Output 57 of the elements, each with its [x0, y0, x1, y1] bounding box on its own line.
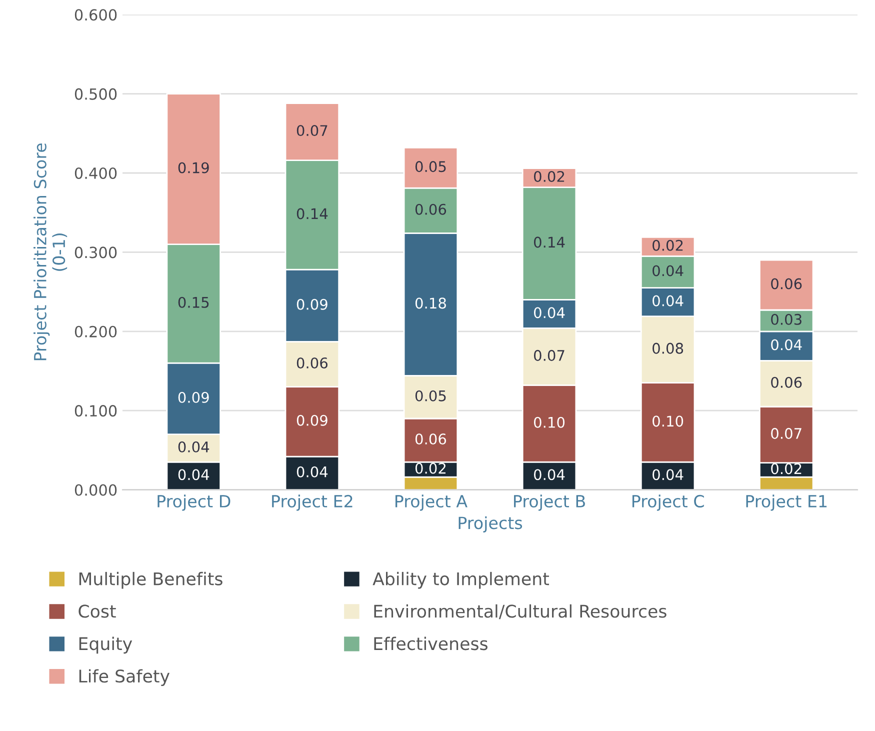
data-label: 0.04 — [178, 469, 210, 480]
data-label: 0.05 — [415, 161, 446, 172]
data-label: 0.07 — [296, 125, 328, 136]
data-label: 0.18 — [415, 298, 446, 309]
data-label: 0.04 — [178, 441, 210, 452]
x-tick-label: Project E1 — [746, 494, 827, 511]
data-label: 0.10 — [534, 416, 565, 428]
data-label: 0.02 — [415, 462, 446, 474]
y-tick-label: 0.500 — [74, 88, 117, 100]
x-tick-label: Project A — [396, 494, 468, 511]
legend-label: Equity — [79, 636, 132, 654]
x-tick-label: Project D — [158, 494, 230, 511]
data-label: 0.04 — [652, 469, 684, 480]
y-tick-label: 0.200 — [74, 326, 117, 338]
data-label: 0.14 — [534, 236, 565, 248]
x-tick-label: Project C — [632, 494, 704, 511]
legend-label: Cost — [78, 604, 116, 618]
data-label: 0.09 — [296, 298, 328, 310]
data-label: 0.06 — [296, 357, 328, 368]
data-label: 0.09 — [178, 392, 209, 403]
data-label: 0.08 — [652, 342, 684, 354]
data-label: 0.05 — [415, 390, 446, 402]
legend-label: Life Safety — [79, 669, 170, 686]
y-tick-label: 0.400 — [74, 167, 117, 180]
data-label: 0.15 — [178, 296, 209, 308]
data-label: 0.06 — [415, 433, 446, 445]
x-tick-label: Project E2 — [272, 494, 352, 511]
data-label: 0.06 — [771, 376, 802, 388]
y-tick-label: 0.300 — [74, 246, 117, 258]
data-label: 0.07 — [771, 428, 802, 439]
data-label: 0.09 — [296, 414, 328, 426]
data-label: 0.04 — [296, 466, 328, 478]
x-axis-title: Projects — [458, 516, 522, 532]
x-tick-label: Project B — [514, 494, 585, 511]
legend-label: Ability to Implement — [372, 572, 550, 589]
data-label: 0.19 — [178, 162, 209, 174]
data-label: 0.02 — [652, 240, 683, 251]
y-tick-label: 0.000 — [74, 484, 117, 496]
y-axis-title: Project Prioritization Score (0-1) — [34, 143, 68, 360]
data-label: 0.03 — [771, 314, 802, 325]
data-label: 0.14 — [296, 208, 328, 220]
data-label: 0.04 — [652, 295, 684, 306]
data-label: 0.04 — [771, 339, 802, 350]
data-label: 0.02 — [534, 170, 564, 182]
y-tick-label: 0.600 — [74, 9, 117, 21]
legend-label: Environmental/Cultural Resources — [374, 604, 666, 620]
data-label: 0.02 — [771, 463, 802, 474]
data-label: 0.04 — [534, 307, 565, 318]
legend-label: Effectiveness — [374, 636, 488, 650]
data-label: 0.10 — [652, 416, 684, 427]
data-label: 0.06 — [415, 204, 446, 215]
data-label: 0.07 — [534, 350, 564, 361]
legend-label: Multiple Benefits — [79, 572, 222, 589]
data-label: 0.04 — [652, 265, 684, 276]
data-label: 0.04 — [534, 469, 565, 480]
data-label: 0.06 — [771, 278, 802, 290]
y-tick-label: 0.100 — [74, 405, 117, 417]
